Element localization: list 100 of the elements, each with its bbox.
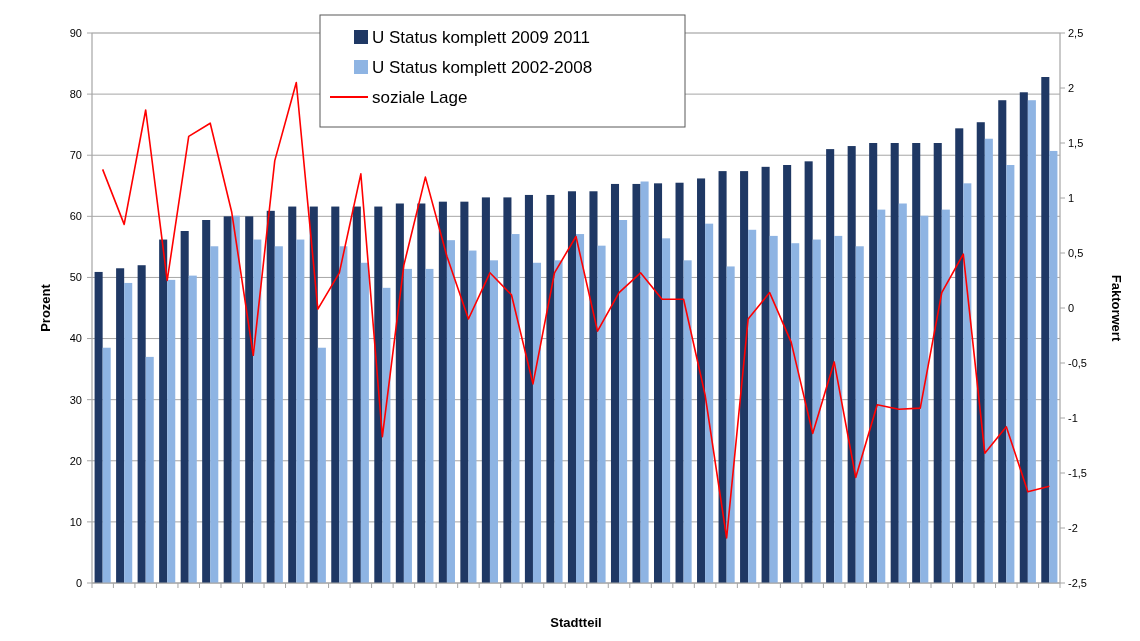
line-series: [101, 81, 1051, 539]
bar: [726, 266, 735, 583]
bar: [137, 265, 146, 583]
bar: [438, 201, 447, 583]
bar: [94, 271, 103, 583]
bar: [489, 260, 498, 583]
y-tick-label: 50: [69, 271, 82, 284]
bar: [998, 100, 1007, 583]
bar: [912, 143, 921, 583]
y-tick-label: 20: [69, 454, 82, 467]
bar: [826, 149, 835, 583]
bar: [425, 268, 434, 583]
y-tick-label: 90: [69, 26, 82, 39]
y2-tick-label: 0,5: [1068, 246, 1084, 259]
bar: [718, 171, 727, 583]
bar: [976, 122, 985, 583]
bar: [933, 143, 942, 583]
bar: [1027, 100, 1036, 583]
bar: [683, 260, 692, 583]
bar: [740, 171, 749, 583]
bar: [446, 240, 455, 583]
bar: [102, 347, 111, 583]
bar: [468, 250, 477, 583]
legend-label: U Status komplett 2002-2008: [372, 57, 593, 77]
bar: [274, 246, 283, 583]
bar: [231, 215, 240, 583]
bar: [705, 223, 714, 583]
bar: [223, 216, 232, 583]
bar: [662, 238, 671, 583]
x-axis-title: Stadtteil: [550, 615, 602, 630]
y-tick-label: 40: [69, 332, 82, 345]
bar: [1049, 150, 1058, 583]
y-tick-label: 80: [69, 87, 82, 100]
bar: [610, 183, 620, 583]
bar: [253, 239, 262, 583]
bar: [898, 203, 907, 583]
y-tick-label: 70: [69, 149, 82, 162]
legend-label: soziale Lage: [372, 87, 468, 107]
bar: [460, 201, 469, 583]
bar: [654, 183, 663, 583]
bar: [180, 231, 189, 583]
y-tick-label: 0: [75, 576, 82, 589]
bar: [812, 239, 821, 583]
bar: [567, 191, 576, 583]
y2-tick-label: 1: [1068, 191, 1075, 204]
bar: [309, 206, 318, 583]
legend-label: U Status komplett 2009 2011: [372, 27, 590, 47]
bar: [576, 234, 585, 583]
bar: [481, 197, 490, 583]
bar: [202, 220, 211, 583]
bar: [1019, 92, 1028, 583]
bar: [855, 246, 864, 583]
bar: [597, 245, 606, 583]
bar: [524, 194, 533, 583]
bar: [403, 268, 412, 583]
bar: [769, 235, 778, 583]
y2-tick-label: 2: [1068, 81, 1075, 94]
bar: [503, 197, 512, 583]
bar: [339, 246, 348, 583]
bar: [984, 138, 993, 583]
bar: [963, 183, 972, 583]
bar: [317, 347, 326, 583]
bar: [210, 246, 219, 583]
bar: [877, 209, 886, 583]
y2-tick-label: 2,5: [1068, 26, 1084, 39]
bar: [920, 215, 929, 583]
bar: [619, 220, 628, 583]
bar: [167, 279, 176, 583]
bar: [331, 206, 340, 583]
y2-tick-label: -2,5: [1068, 576, 1087, 589]
y2-tick-label: 0: [1068, 301, 1075, 314]
bar: [296, 239, 305, 583]
bar: [360, 262, 369, 583]
bar: [145, 356, 154, 583]
bar: [116, 268, 125, 583]
bar: [783, 165, 792, 583]
y2-tick-label: -1: [1068, 411, 1078, 424]
bar: [834, 235, 843, 583]
bar: [188, 275, 197, 583]
bar: [791, 243, 800, 583]
bar: [941, 209, 950, 583]
y-tick-label: 30: [69, 393, 82, 406]
bar: [761, 166, 770, 583]
bar: [1041, 77, 1050, 583]
bar: [589, 191, 598, 583]
bar: [395, 203, 404, 583]
y-axis-title: Prozent: [38, 283, 53, 332]
bar: [554, 260, 563, 583]
bar: [532, 262, 542, 583]
bar: [288, 206, 297, 583]
bar: [847, 146, 856, 583]
bar: [352, 206, 361, 583]
bar: [382, 287, 391, 583]
y-tick-label: 10: [69, 515, 82, 528]
bar: [804, 161, 813, 583]
bar: [640, 181, 649, 583]
bar: [748, 229, 757, 583]
y2-tick-label: -1,5: [1068, 466, 1087, 479]
y2-axis-title: Faktorwert: [1109, 274, 1124, 342]
bar: [632, 183, 641, 583]
